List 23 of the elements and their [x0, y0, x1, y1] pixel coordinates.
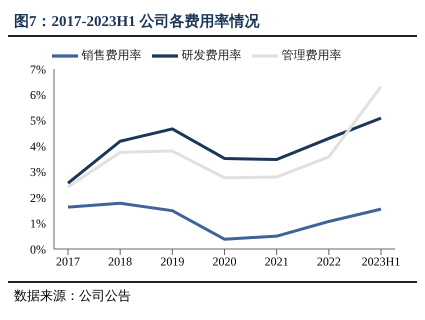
- y-tick-label: 2%: [30, 190, 46, 205]
- x-tick-label: 2020: [212, 254, 236, 269]
- y-tick-label: 0%: [30, 242, 46, 256]
- y-tick-label: 1%: [30, 216, 46, 231]
- legend-label: 销售费用率: [82, 48, 142, 62]
- y-tick-label: 5%: [30, 114, 46, 128]
- line-series: [66, 84, 382, 189]
- x-tick-label: 2022: [316, 254, 341, 269]
- chart-title: 图7：2017-2023H1 公司各费用率情况: [8, 8, 417, 37]
- x-tick-label: 2021: [264, 254, 289, 269]
- legend-label: 研发费用率: [182, 48, 242, 62]
- x-tick-label: 2019: [160, 254, 184, 269]
- x-tick-label: 2018: [108, 254, 132, 269]
- y-tick-label: 3%: [30, 165, 46, 180]
- y-tick-label: 7%: [30, 62, 46, 76]
- line-series: [66, 116, 382, 185]
- source-note: 数据来源：公司公告: [14, 287, 132, 305]
- line-series: [66, 202, 382, 241]
- x-tick-label: 2023H1: [362, 254, 400, 269]
- legend-label: 管理费用率: [282, 48, 342, 62]
- x-tick-label: 2017: [56, 254, 80, 269]
- y-tick-label: 6%: [30, 88, 46, 102]
- y-tick-label: 4%: [30, 139, 46, 154]
